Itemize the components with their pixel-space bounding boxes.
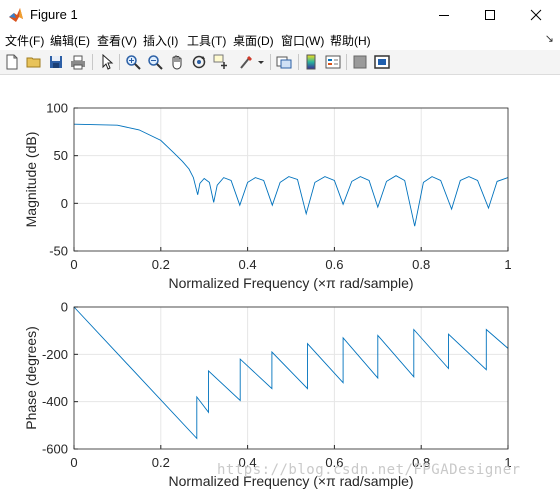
x-axis-label: Normalized Frequency (×π rad/sample) [168, 473, 413, 489]
x-axis-label: Normalized Frequency (×π rad/sample) [168, 275, 413, 291]
hide-plot-tools-button[interactable] [350, 52, 370, 72]
x-tick-label: 1 [504, 455, 511, 470]
series-line-1 [73, 123, 509, 227]
x-tick-label: 0.2 [152, 455, 170, 470]
x-tick-label: 0.4 [239, 455, 257, 470]
save-button[interactable] [46, 52, 66, 72]
menu-file[interactable]: 文件(F) [5, 34, 45, 48]
minimize-button[interactable] [421, 0, 467, 30]
x-tick-label: 0.4 [239, 257, 257, 272]
brush-icon [240, 56, 252, 69]
axes-box [73, 107, 509, 252]
y-tick-label: 0 [61, 300, 68, 315]
hide-plot-tools-icon [353, 55, 367, 69]
insert-legend-button[interactable] [323, 52, 343, 72]
toolbar-separator [346, 54, 347, 70]
brush-button[interactable] [236, 52, 256, 72]
zoom-out-icon [148, 55, 163, 70]
zoom-in-button[interactable] [123, 52, 143, 72]
show-plot-tools-button[interactable] [372, 52, 392, 72]
axes-background [74, 307, 508, 449]
y-tick-label: -200 [42, 347, 68, 362]
maximize-button[interactable] [467, 0, 513, 30]
zoom-out-button[interactable] [145, 52, 165, 72]
show-plot-tools-icon [374, 55, 390, 69]
minimize-icon [438, 9, 450, 21]
window-title: Figure 1 [30, 7, 78, 22]
y-tick-label: 100 [46, 101, 68, 116]
pointer-arrow-icon [102, 54, 114, 70]
dropdown-caret-icon [258, 61, 264, 64]
y-axis-label: Phase (degrees) [23, 326, 39, 430]
x-tick-label: 0.8 [412, 455, 430, 470]
y-tick-label: 0 [61, 196, 68, 211]
menu-overflow-arrow-icon[interactable]: ↘ [544, 33, 554, 45]
link-plot-button[interactable] [274, 52, 294, 72]
y-tick-label: 50 [54, 148, 68, 163]
toolbar-separator [270, 54, 271, 70]
menu-window[interactable]: 窗口(W) [281, 34, 325, 48]
toolbar-separator [119, 54, 120, 70]
matlab-logo-icon [8, 7, 24, 23]
open-folder-icon [26, 57, 41, 68]
toolbar-separator [298, 54, 299, 70]
menu-bar: 文件(F) 编辑(E) 查看(V) 插入(I) 工具(T) 桌面(D) 窗口(W… [0, 30, 560, 50]
x-tick-label: 0 [70, 455, 77, 470]
printer-icon [71, 55, 85, 70]
link-plot-icon [276, 56, 292, 69]
brush-dropdown[interactable] [256, 52, 266, 72]
maximize-icon [484, 9, 496, 21]
title-bar[interactable]: Figure 1 [0, 0, 560, 30]
y-tick-label: -600 [42, 442, 68, 457]
close-icon [530, 9, 542, 21]
y-axis-label: Magnitude (dB) [23, 132, 39, 228]
figure-canvas: 0 0.2 0.4 0.6 0.8 1 -50 0 50 100 Normalized Freque… [0, 75, 560, 495]
axes-2[interactable]: 0 0.2 0.4 0.6 0.8 1 -600 -400 -200 0 Normalized Fr… [23, 300, 512, 490]
new-figure-button[interactable] [2, 52, 22, 72]
print-button[interactable] [68, 52, 88, 72]
menu-edit[interactable]: 编辑(E) [50, 34, 90, 48]
axes-background [74, 108, 508, 251]
series-line-1 [73, 306, 509, 440]
menu-insert[interactable]: 插入(I) [143, 34, 179, 48]
pan-button[interactable] [167, 52, 187, 72]
x-tick-label: 0.8 [412, 257, 430, 272]
pan-hand-icon [172, 55, 182, 70]
data-cursor-button[interactable] [211, 52, 231, 72]
edit-plot-button[interactable] [97, 52, 117, 72]
menu-desktop[interactable]: 桌面(D) [233, 34, 274, 48]
menu-help[interactable]: 帮助(H) [330, 34, 371, 48]
x-tick-label: 0.6 [325, 455, 343, 470]
save-icon [50, 56, 62, 68]
open-file-button[interactable] [24, 52, 44, 72]
x-tick-label: 0.6 [325, 257, 343, 272]
close-button[interactable] [513, 0, 559, 30]
menu-tools[interactable]: 工具(T) [187, 34, 227, 48]
menu-view[interactable]: 查看(V) [97, 34, 137, 48]
axes-box [73, 306, 509, 450]
new-file-icon [6, 54, 18, 70]
x-tick-label: 1 [504, 257, 511, 272]
legend-icon [325, 55, 341, 69]
insert-colorbar-button[interactable] [301, 52, 321, 72]
watermark-text: https://blog.csdn.net/FPGADesigner [217, 462, 521, 478]
x-tick-label: 0.2 [152, 257, 170, 272]
y-tick-label: -400 [42, 394, 68, 409]
x-tick-label: 0 [70, 257, 77, 272]
data-cursor-icon [213, 54, 227, 69]
colorbar-icon [306, 54, 316, 70]
rotate-3d-button[interactable] [189, 52, 209, 72]
rotate-3d-icon [192, 55, 206, 69]
toolbar-separator [92, 54, 93, 70]
y-tick-label: -50 [49, 244, 68, 259]
figure-toolbar [0, 50, 560, 75]
zoom-in-icon [126, 55, 141, 70]
